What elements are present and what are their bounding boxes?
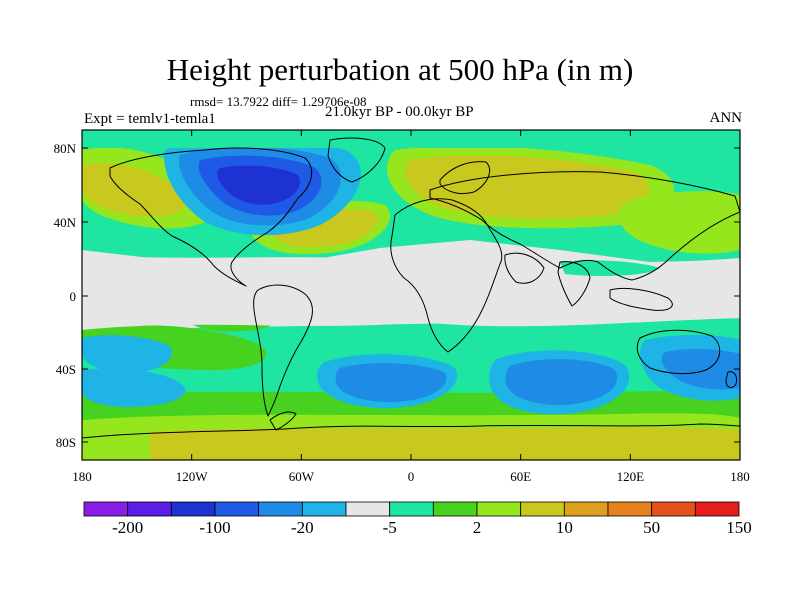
coastlines — [82, 137, 740, 460]
colorbar-label: 150 — [726, 518, 752, 537]
lon-tick-label: 0 — [408, 469, 415, 484]
contour-sh-blue-indian — [505, 359, 618, 406]
coastline-eurasia — [429, 171, 740, 281]
colorbar: -200 -100 -20 -5 2 10 50 150 — [83, 501, 752, 537]
colorbar-swatch — [345, 501, 391, 517]
contour-nh-pacific-olive — [82, 163, 187, 217]
lat-tick-label: 40N — [54, 215, 77, 230]
colorbar-swatch — [258, 501, 303, 517]
contour-sh-sky-west — [82, 335, 172, 373]
lat-tick-label: 80S — [56, 435, 76, 450]
lat-tick-label: 40S — [56, 362, 76, 377]
colorbar-swatch — [476, 501, 522, 517]
latitude-axis: 80N 40N 0 40S 80S — [54, 141, 740, 450]
contour-sh-sky-pacific-w — [82, 368, 186, 408]
coastline-new-zealand — [725, 371, 737, 388]
lon-tick-label: 60E — [510, 469, 531, 484]
colorbar-swatch — [127, 501, 172, 517]
contour-nh-blue-low-deep — [217, 165, 301, 205]
rmsd-diff-stats: rmsd= 13.7922 diff= 1.29706e-08 — [190, 94, 367, 109]
coastline-australia — [636, 329, 721, 375]
colorbar-label: -100 — [199, 518, 230, 537]
colorbar-label: 2 — [473, 518, 482, 537]
coastline-india — [557, 261, 591, 307]
colorbar-swatch — [170, 501, 216, 517]
contour-eq-green-east — [560, 260, 660, 276]
contour-nh-eastpac-yellow — [618, 191, 740, 254]
coastline-se-asia-islands — [609, 287, 673, 311]
lon-tick-label: 120W — [176, 469, 209, 484]
contour-sh-blue-atlantic — [335, 363, 447, 403]
colorbar-label: -200 — [112, 518, 143, 537]
lon-tick-label: 60W — [289, 469, 315, 484]
colorbar-swatch — [389, 501, 434, 517]
colorbar-label: 50 — [643, 518, 660, 537]
longitude-axis: 180 120W 60W 0 60E 120E 180 — [72, 130, 750, 484]
colorbar-swatch — [563, 501, 609, 517]
colorbar-swatch — [651, 501, 696, 517]
coastline-antarctica — [82, 423, 740, 460]
contour-nh-arctic-light — [82, 130, 740, 148]
colorbar-swatch — [432, 501, 478, 517]
colorbar-swatch — [607, 501, 653, 517]
lat-tick-label: 80N — [54, 141, 77, 156]
lon-tick-label: 180 — [72, 469, 92, 484]
coastline-europe-africa — [390, 198, 503, 353]
field-area — [82, 130, 740, 460]
coastline-north-america — [109, 147, 313, 287]
colorbar-label: -5 — [383, 518, 397, 537]
coastline-antarctic-peninsula — [269, 411, 297, 431]
colorbar-swatch — [301, 501, 347, 517]
coastline-scandinavia — [439, 161, 490, 195]
colorbar-label: 10 — [556, 518, 573, 537]
plot-title: Height perturbation at 500 hPa (in m) — [166, 52, 634, 87]
lat-tick-label: 0 — [70, 289, 77, 304]
experiment-label: Expt = temlv1-temla1 — [84, 111, 216, 127]
coastline-greenland — [327, 137, 386, 183]
contour-field — [82, 130, 740, 460]
coastline-south-america — [253, 284, 313, 417]
contour-sh-olive-south — [150, 427, 740, 460]
lon-tick-label: 180 — [730, 469, 750, 484]
lon-tick-label: 120E — [617, 469, 645, 484]
colorbar-swatch — [214, 501, 260, 517]
season-label: ANN — [709, 110, 743, 126]
colorbar-swatch — [83, 501, 129, 517]
coastline-arabia — [504, 252, 545, 284]
contour-sh-blue-pacific-e — [661, 348, 740, 390]
time-period-label: 21.0kyr BP - 00.0kyr BP — [325, 104, 474, 120]
colorbar-swatch — [694, 501, 740, 517]
colorbar-label: -20 — [291, 518, 314, 537]
colorbar-swatch — [520, 501, 565, 517]
